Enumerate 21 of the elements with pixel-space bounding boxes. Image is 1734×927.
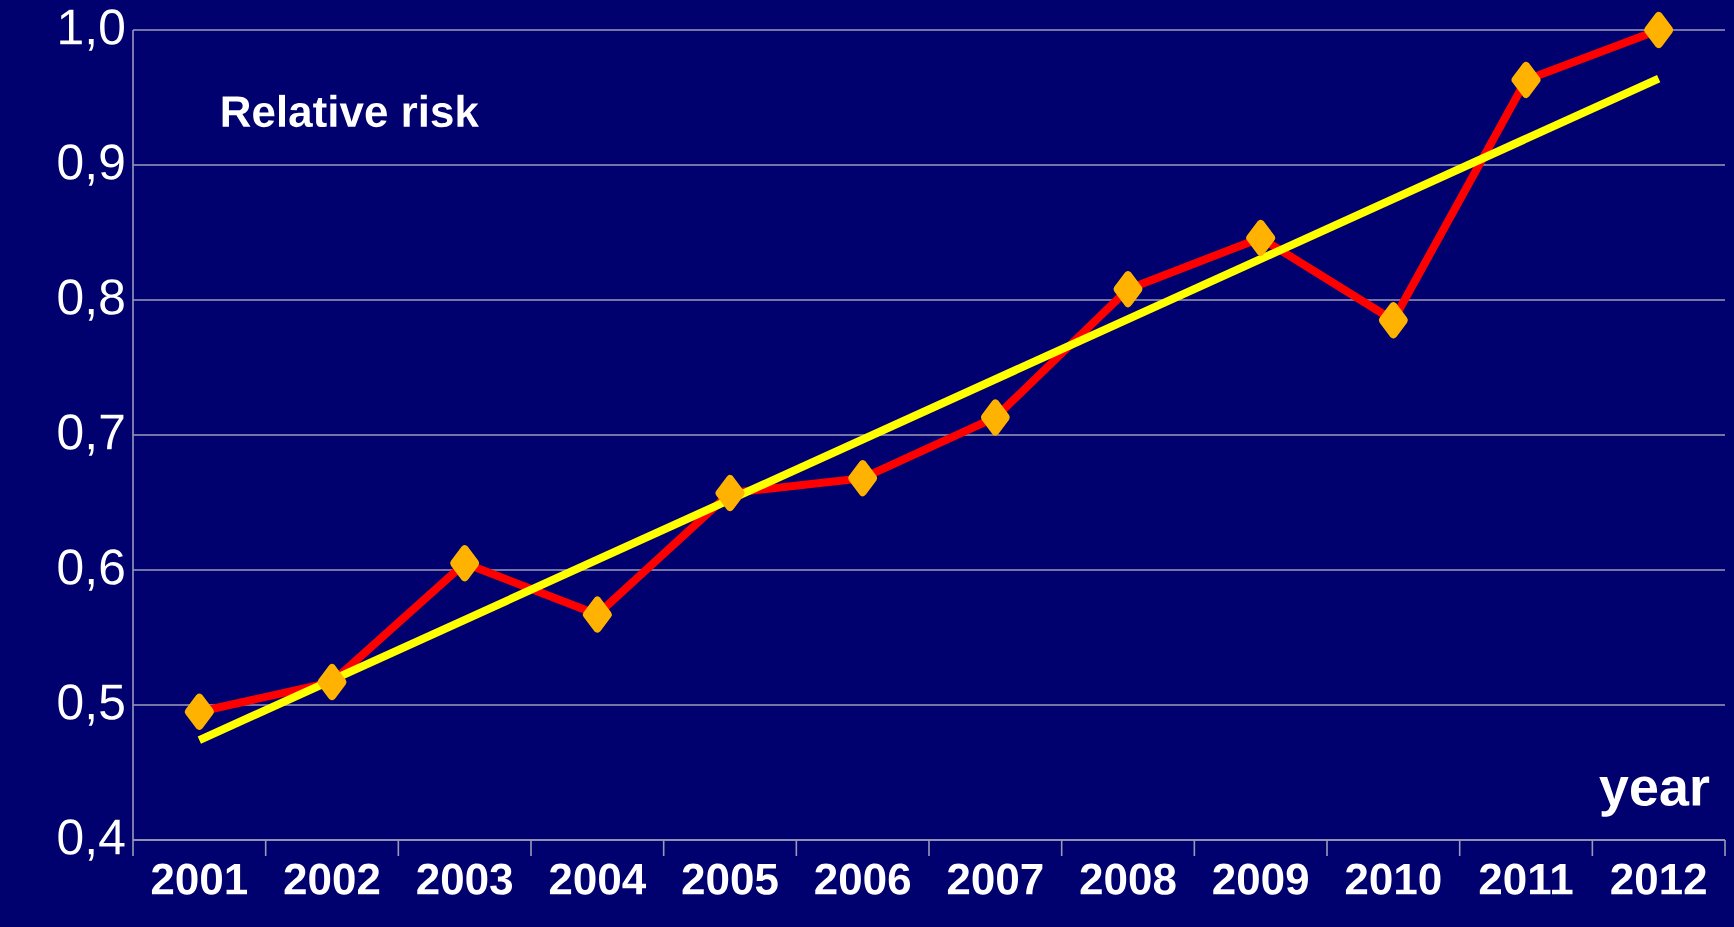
y-tick-label: 0,6	[58, 549, 124, 591]
x-tick-label: 2010	[1345, 863, 1441, 895]
x-tick-label: 2004	[549, 863, 647, 895]
y-tick-label: 0,4	[58, 819, 125, 861]
y-tick-label: 0,7	[58, 414, 124, 456]
x-tick-label: 2005	[682, 863, 778, 895]
x-tick-label: 2008	[1080, 863, 1176, 895]
x-tick-label: 2011	[1479, 863, 1573, 895]
y-axis-title: Relative risk	[222, 94, 479, 128]
y-tick-label: 1,0	[60, 9, 124, 51]
y-tick-label: 0,8	[58, 279, 124, 321]
x-axis-title: year	[1599, 776, 1710, 817]
x-tick-label: 2001	[151, 863, 248, 895]
x-tick-label: 2003	[417, 863, 513, 895]
x-tick-label: 2009	[1213, 863, 1308, 895]
y-tick-label: 0,5	[58, 684, 124, 726]
x-tick-label: 2002	[284, 863, 380, 895]
x-tick-label: 2007	[947, 863, 1043, 895]
x-tick-label: 2006	[815, 863, 911, 895]
y-tick-label: 0,9	[58, 144, 124, 186]
x-tick-label: 2012	[1611, 863, 1706, 895]
